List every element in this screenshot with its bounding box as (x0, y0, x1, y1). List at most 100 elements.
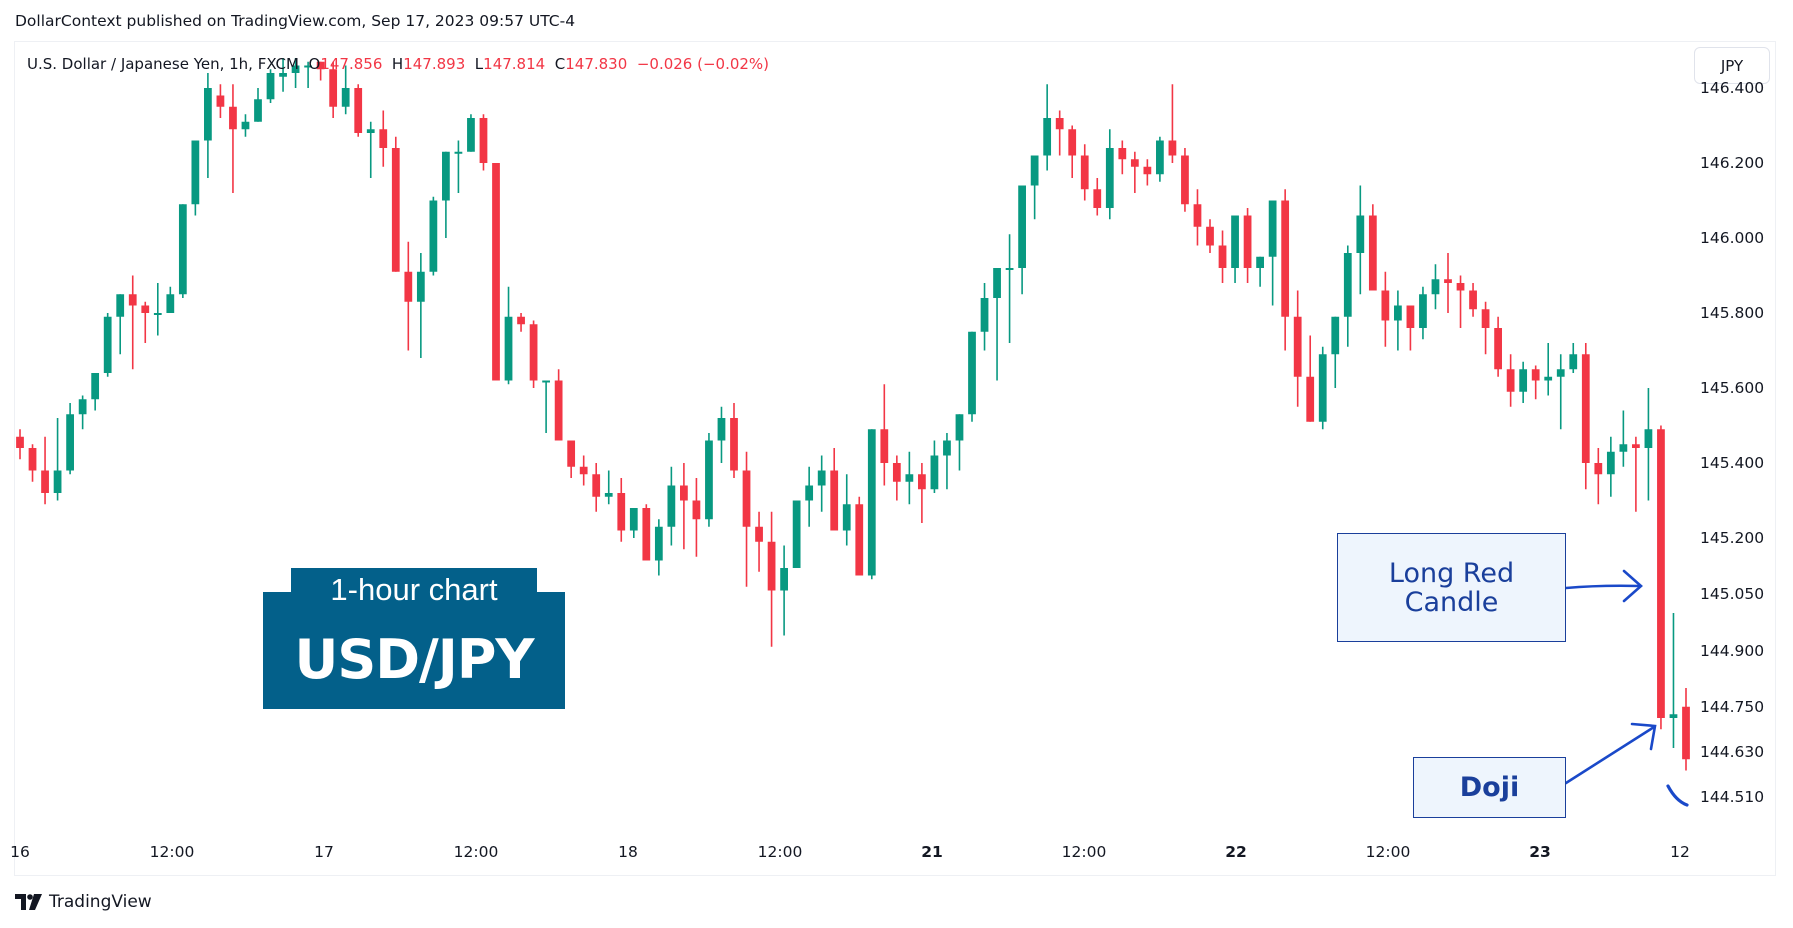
candle (1444, 279, 1452, 283)
close-label: C (554, 55, 566, 73)
candle (1632, 444, 1640, 448)
candle (1394, 305, 1402, 321)
candle (1168, 140, 1177, 156)
time-tick-label: 21 (921, 843, 943, 861)
candle (604, 493, 613, 497)
candle (254, 99, 262, 122)
candle (955, 414, 964, 441)
candle (1293, 316, 1302, 377)
timeframe-subtitle: 1-hour chart (330, 572, 498, 607)
change-value: −0.026 (−0.02%) (636, 55, 770, 73)
candle (1181, 155, 1189, 205)
time-tick-label: 22 (1225, 843, 1247, 861)
candle (1193, 204, 1202, 227)
candle (1030, 155, 1039, 186)
candle (1431, 279, 1440, 295)
candle (166, 294, 175, 313)
time-tick-label: 18 (618, 843, 638, 861)
candle (817, 470, 826, 486)
arrow-doji (1564, 722, 1657, 785)
candle (329, 69, 338, 107)
candle (53, 470, 62, 493)
candle (1218, 245, 1227, 268)
price-tick-label: 146.400 (1700, 79, 1765, 97)
time-tick-label: 12:00 (757, 843, 803, 861)
price-tick-label: 145.050 (1700, 585, 1765, 604)
candle (1206, 226, 1214, 246)
candle (1456, 283, 1465, 291)
candle (705, 440, 713, 520)
pair-title: USD/JPY (294, 628, 534, 691)
candle (1268, 200, 1277, 257)
candle (1368, 215, 1377, 291)
price-tick-label: 145.800 (1700, 304, 1765, 322)
candle (830, 470, 839, 531)
candle (229, 106, 237, 130)
candle (266, 73, 275, 100)
price-tick-label: 145.200 (1700, 529, 1765, 547)
candle (1544, 376, 1553, 381)
candle (28, 448, 37, 471)
symbol-legend: U.S. Dollar / Japanese Yen, 1h, FXCM O14… (27, 55, 769, 73)
doji-curve-mark (1666, 784, 1689, 807)
arrow-long-red-candle (1564, 569, 1643, 603)
candle (680, 485, 688, 501)
candle (1356, 215, 1365, 253)
candle (842, 504, 851, 531)
candle (1619, 444, 1628, 452)
price-tick-label: 146.200 (1700, 154, 1765, 172)
open-label: O (308, 55, 321, 73)
time-tick-label: 12 (1670, 843, 1690, 861)
candle (1594, 463, 1603, 475)
candle (442, 151, 450, 201)
annotation-doji: Doji (1413, 757, 1566, 818)
currency-button[interactable]: JPY (1694, 47, 1770, 84)
candle (1068, 129, 1077, 156)
candles (16, 58, 1690, 771)
candle (1231, 215, 1239, 268)
tradingview-logo[interactable]: TradingView (15, 892, 152, 912)
time-tick-label: 12:00 (1061, 843, 1107, 861)
high-label: H (391, 55, 404, 73)
candle (1494, 328, 1502, 370)
candle (1143, 166, 1152, 175)
price-tick-label: 146.000 (1700, 229, 1765, 247)
publish-caption: DollarContext published on TradingView.c… (15, 12, 576, 30)
time-tick-label: 12:00 (453, 843, 499, 861)
candle (1481, 309, 1490, 328)
candle (1682, 706, 1690, 760)
candle (517, 316, 525, 325)
candle (642, 508, 651, 561)
chart-frame (14, 41, 1776, 876)
candle (1080, 155, 1089, 190)
candle (529, 324, 538, 381)
candle (780, 568, 788, 591)
tradingview-logo-icon (15, 894, 42, 910)
candle (492, 163, 500, 381)
candle (1406, 305, 1415, 328)
price-tick-label: 144.630 (1700, 742, 1765, 761)
candle (416, 271, 425, 302)
time-tick-label: 12:00 (1365, 843, 1411, 861)
candle (1469, 290, 1477, 310)
candle (943, 440, 951, 456)
candle (892, 463, 901, 482)
chart-title-box: 1-hour chart USD/JPY (263, 568, 565, 709)
candle (316, 61, 325, 70)
candle (178, 204, 187, 295)
candle (16, 436, 24, 448)
candle (454, 151, 463, 154)
candle (993, 268, 1001, 298)
candle (1156, 140, 1164, 175)
candle (354, 88, 363, 133)
candle (1506, 369, 1515, 392)
high-value: 147.893 (403, 55, 466, 73)
candle (116, 294, 125, 317)
price-tick-label: 145.400 (1700, 454, 1765, 472)
candle (429, 200, 438, 272)
candle (767, 541, 776, 591)
candle (554, 380, 563, 441)
annotation-label: Doji (1459, 772, 1520, 803)
candle (880, 429, 889, 463)
